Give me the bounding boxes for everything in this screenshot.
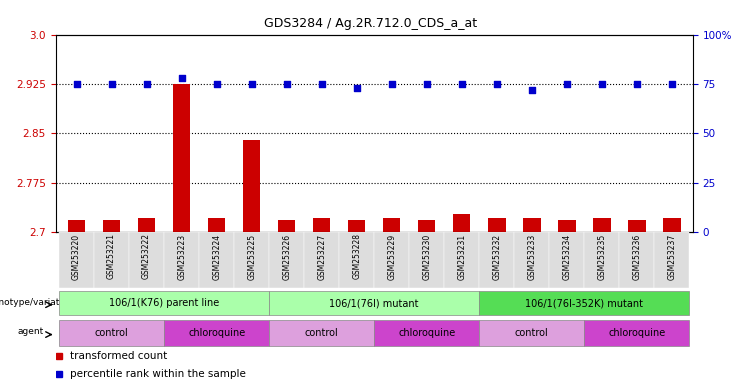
Bar [585,232,619,288]
Bar [558,220,576,232]
Bar [348,220,365,232]
Bar [549,232,585,288]
Bar [514,232,549,288]
Text: 106/1(76I-352K) mutant: 106/1(76I-352K) mutant [525,298,643,308]
Point [70,81,82,87]
Point [666,81,678,87]
Text: GSM253229: GSM253229 [388,233,396,280]
Bar [663,218,680,232]
Text: transformed count: transformed count [70,351,167,361]
Bar [278,220,296,232]
Point [596,81,608,87]
Point [561,81,573,87]
Bar [208,218,225,232]
Bar [199,232,234,288]
Text: GSM253233: GSM253233 [528,233,536,280]
Bar [374,320,479,346]
Bar [479,291,689,316]
Bar [173,84,190,232]
Text: chloroquine: chloroquine [188,328,245,338]
Point [456,81,468,87]
Bar [339,232,374,288]
Text: chloroquine: chloroquine [608,328,665,338]
Point [106,81,118,87]
Text: GSM253236: GSM253236 [632,233,641,280]
Point [210,81,222,87]
Point [246,81,258,87]
Point [421,81,433,87]
Bar [619,232,654,288]
Point [281,81,293,87]
Text: GSM253227: GSM253227 [317,233,326,280]
Text: control: control [305,328,339,338]
Bar [68,220,85,232]
Bar [164,232,199,288]
Text: GSM253234: GSM253234 [562,233,571,280]
Text: GSM253232: GSM253232 [492,233,501,280]
Text: GDS3284 / Ag.2R.712.0_CDS_a_at: GDS3284 / Ag.2R.712.0_CDS_a_at [264,17,477,30]
Bar [488,218,505,232]
Text: percentile rank within the sample: percentile rank within the sample [70,369,245,379]
Bar [418,220,436,232]
Bar [234,232,269,288]
Bar [138,218,156,232]
Point [631,81,642,87]
Text: GSM253235: GSM253235 [597,233,606,280]
Text: GSM253228: GSM253228 [352,233,361,280]
Bar [445,232,479,288]
Bar [409,232,445,288]
Point [350,85,362,91]
Point [316,81,328,87]
Bar [453,214,471,232]
Text: chloroquine: chloroquine [398,328,456,338]
Text: 106/1(K76) parent line: 106/1(K76) parent line [109,298,219,308]
Bar [585,320,689,346]
Text: genotype/variation: genotype/variation [0,298,73,306]
Bar [628,220,645,232]
Bar [103,220,120,232]
Point [526,87,538,93]
Bar [479,232,514,288]
Text: agent: agent [18,327,44,336]
Bar [593,218,611,232]
Point [176,75,187,81]
Text: GSM253225: GSM253225 [247,233,256,280]
Point [386,81,398,87]
Text: GSM253223: GSM253223 [177,233,186,280]
Point [141,81,153,87]
Bar [313,218,330,232]
Bar [304,232,339,288]
Text: GSM253237: GSM253237 [668,233,677,280]
Bar [59,320,164,346]
Bar [383,218,400,232]
Bar [269,232,304,288]
Text: GSM253222: GSM253222 [142,233,151,280]
Bar [269,291,479,316]
Bar [59,232,94,288]
Bar [269,320,374,346]
Bar [94,232,129,288]
Bar [523,218,540,232]
Text: control: control [95,328,128,338]
Text: GSM253230: GSM253230 [422,233,431,280]
Bar [59,291,269,316]
Text: GSM253226: GSM253226 [282,233,291,280]
Text: GSM253220: GSM253220 [72,233,81,280]
Point [491,81,502,87]
Bar [374,232,409,288]
Bar [129,232,164,288]
Bar [654,232,689,288]
Text: 106/1(76I) mutant: 106/1(76I) mutant [330,298,419,308]
Bar [243,140,260,232]
Bar [164,320,269,346]
Text: GSM253221: GSM253221 [107,233,116,280]
Bar [479,320,585,346]
Text: control: control [515,328,548,338]
Text: GSM253224: GSM253224 [212,233,221,280]
Text: GSM253231: GSM253231 [457,233,466,280]
